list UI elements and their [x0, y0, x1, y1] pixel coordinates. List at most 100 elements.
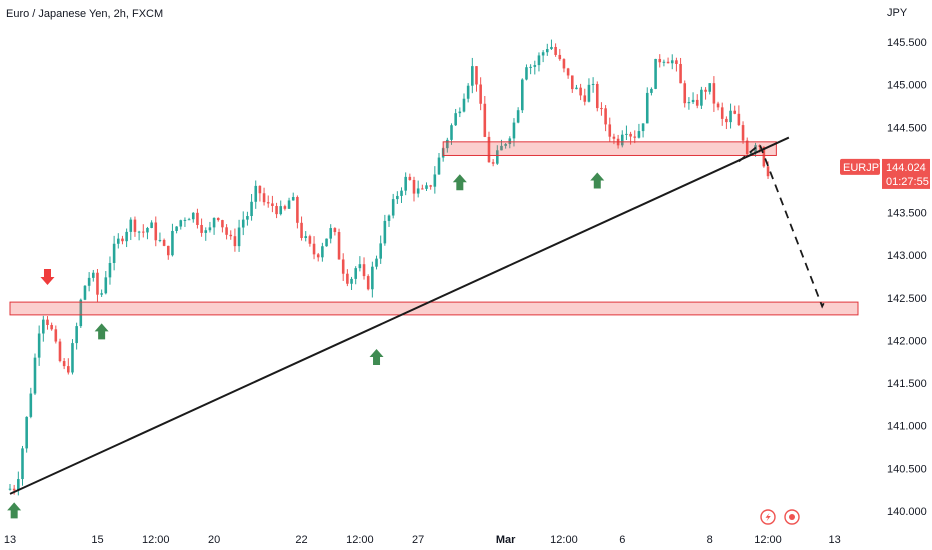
candle-body: [216, 217, 220, 221]
candle-body: [608, 124, 612, 137]
candle-body: [166, 245, 170, 256]
candle-body: [354, 268, 357, 279]
y-tick-label: 142.000: [887, 335, 927, 347]
candle-body: [521, 79, 524, 111]
candle-body: [196, 212, 199, 225]
candle-body: [154, 222, 158, 241]
candle-body: [158, 239, 162, 241]
candle-body: [437, 157, 441, 175]
candle-body: [579, 87, 582, 96]
candle-body: [412, 179, 416, 194]
candle-body: [512, 122, 516, 139]
candle-body: [58, 341, 62, 362]
candle-body: [141, 231, 145, 233]
down-arrow-icon: [40, 269, 55, 286]
candle-body: [562, 59, 566, 69]
candle-body: [250, 201, 253, 217]
candle-body: [46, 319, 49, 325]
candle-body: [633, 136, 637, 138]
candle-body: [358, 264, 362, 269]
candle-body: [654, 58, 657, 89]
candle-body: [496, 150, 499, 164]
candle-body: [566, 68, 570, 76]
candle-body: [479, 84, 482, 104]
horizontal-zone[interactable]: [9, 301, 859, 316]
candle-body: [304, 236, 308, 239]
support-resistance-zones[interactable]: [9, 141, 859, 316]
candle-body: [466, 85, 470, 99]
chart-title: Euro / Japanese Yen, 2h, FXCM: [6, 8, 163, 20]
candle-body: [433, 174, 437, 187]
candle-body: [408, 176, 412, 180]
candle-body: [92, 272, 95, 278]
candle-body: [691, 99, 695, 103]
candle-body: [541, 52, 545, 56]
candle-body: [300, 222, 303, 239]
y-tick-label: 141.500: [887, 378, 927, 390]
candle-body: [750, 152, 753, 155]
candle-body: [604, 108, 607, 125]
x-axis[interactable]: 13 15 12:00 20 22 12:00 27 Mar 12:00 6 8 12:00 13: [4, 534, 841, 546]
candle-body: [550, 46, 553, 50]
candle-body: [729, 110, 732, 123]
candle-body: [17, 479, 20, 491]
candle-body: [246, 216, 249, 220]
candle-body: [275, 205, 278, 215]
candle-body: [37, 333, 41, 358]
candle-body: [387, 215, 391, 221]
candle-body: [229, 234, 233, 237]
candle-body: [737, 113, 741, 126]
candle-body: [641, 123, 645, 132]
candle-body: [241, 219, 245, 228]
trendline[interactable]: [9, 136, 790, 495]
candle-body: [666, 61, 670, 64]
candle-body: [75, 326, 78, 344]
candle-body: [162, 239, 166, 246]
y-tick-label: 140.000: [887, 506, 927, 518]
candle-body: [296, 197, 299, 223]
candle-body: [187, 219, 191, 221]
candle-body: [537, 55, 541, 66]
candle-body: [121, 238, 124, 242]
up-arrow-icon: [590, 172, 605, 189]
candle-body: [533, 65, 537, 67]
record-icon[interactable]: [784, 509, 800, 525]
candle-body: [454, 113, 457, 126]
candle-body: [516, 110, 520, 123]
horizontal-zone[interactable]: [442, 141, 777, 156]
y-tick-label: 142.500: [887, 293, 927, 305]
projection-path[interactable]: [738, 142, 828, 309]
candle-body: [425, 185, 428, 189]
candle-body: [595, 83, 599, 109]
candle-body: [725, 118, 728, 123]
y-axis[interactable]: 140.000 140.500 141.000 141.500 142.000 142.5…: [887, 37, 927, 518]
candle-body: [741, 125, 745, 141]
candle-body: [129, 219, 133, 232]
candle-body: [362, 264, 366, 277]
candle-body: [458, 111, 462, 114]
candle-body: [720, 107, 724, 119]
candle-body: [316, 254, 320, 258]
candles: [8, 39, 770, 496]
candle-body: [421, 188, 424, 190]
trendline-layer[interactable]: [9, 136, 828, 495]
candle-body: [137, 231, 141, 233]
candle-body: [391, 199, 395, 216]
candle-body: [400, 190, 403, 196]
candle-body: [79, 299, 83, 327]
candle-body: [12, 488, 16, 491]
bottom-icons: [760, 509, 800, 525]
candle-body: [62, 361, 66, 367]
candle-body: [645, 92, 649, 124]
candle-body: [371, 266, 374, 290]
candle-body: [308, 236, 312, 244]
y-tick-label: 141.000: [887, 421, 927, 433]
candle-body: [125, 231, 128, 242]
candle-body: [766, 166, 770, 177]
lightning-icon[interactable]: [760, 509, 776, 525]
price-badge-symbol-bg: [840, 158, 880, 175]
y-tick-label: 145.000: [887, 80, 927, 92]
candle-body: [179, 220, 183, 227]
candle-body: [325, 238, 328, 247]
